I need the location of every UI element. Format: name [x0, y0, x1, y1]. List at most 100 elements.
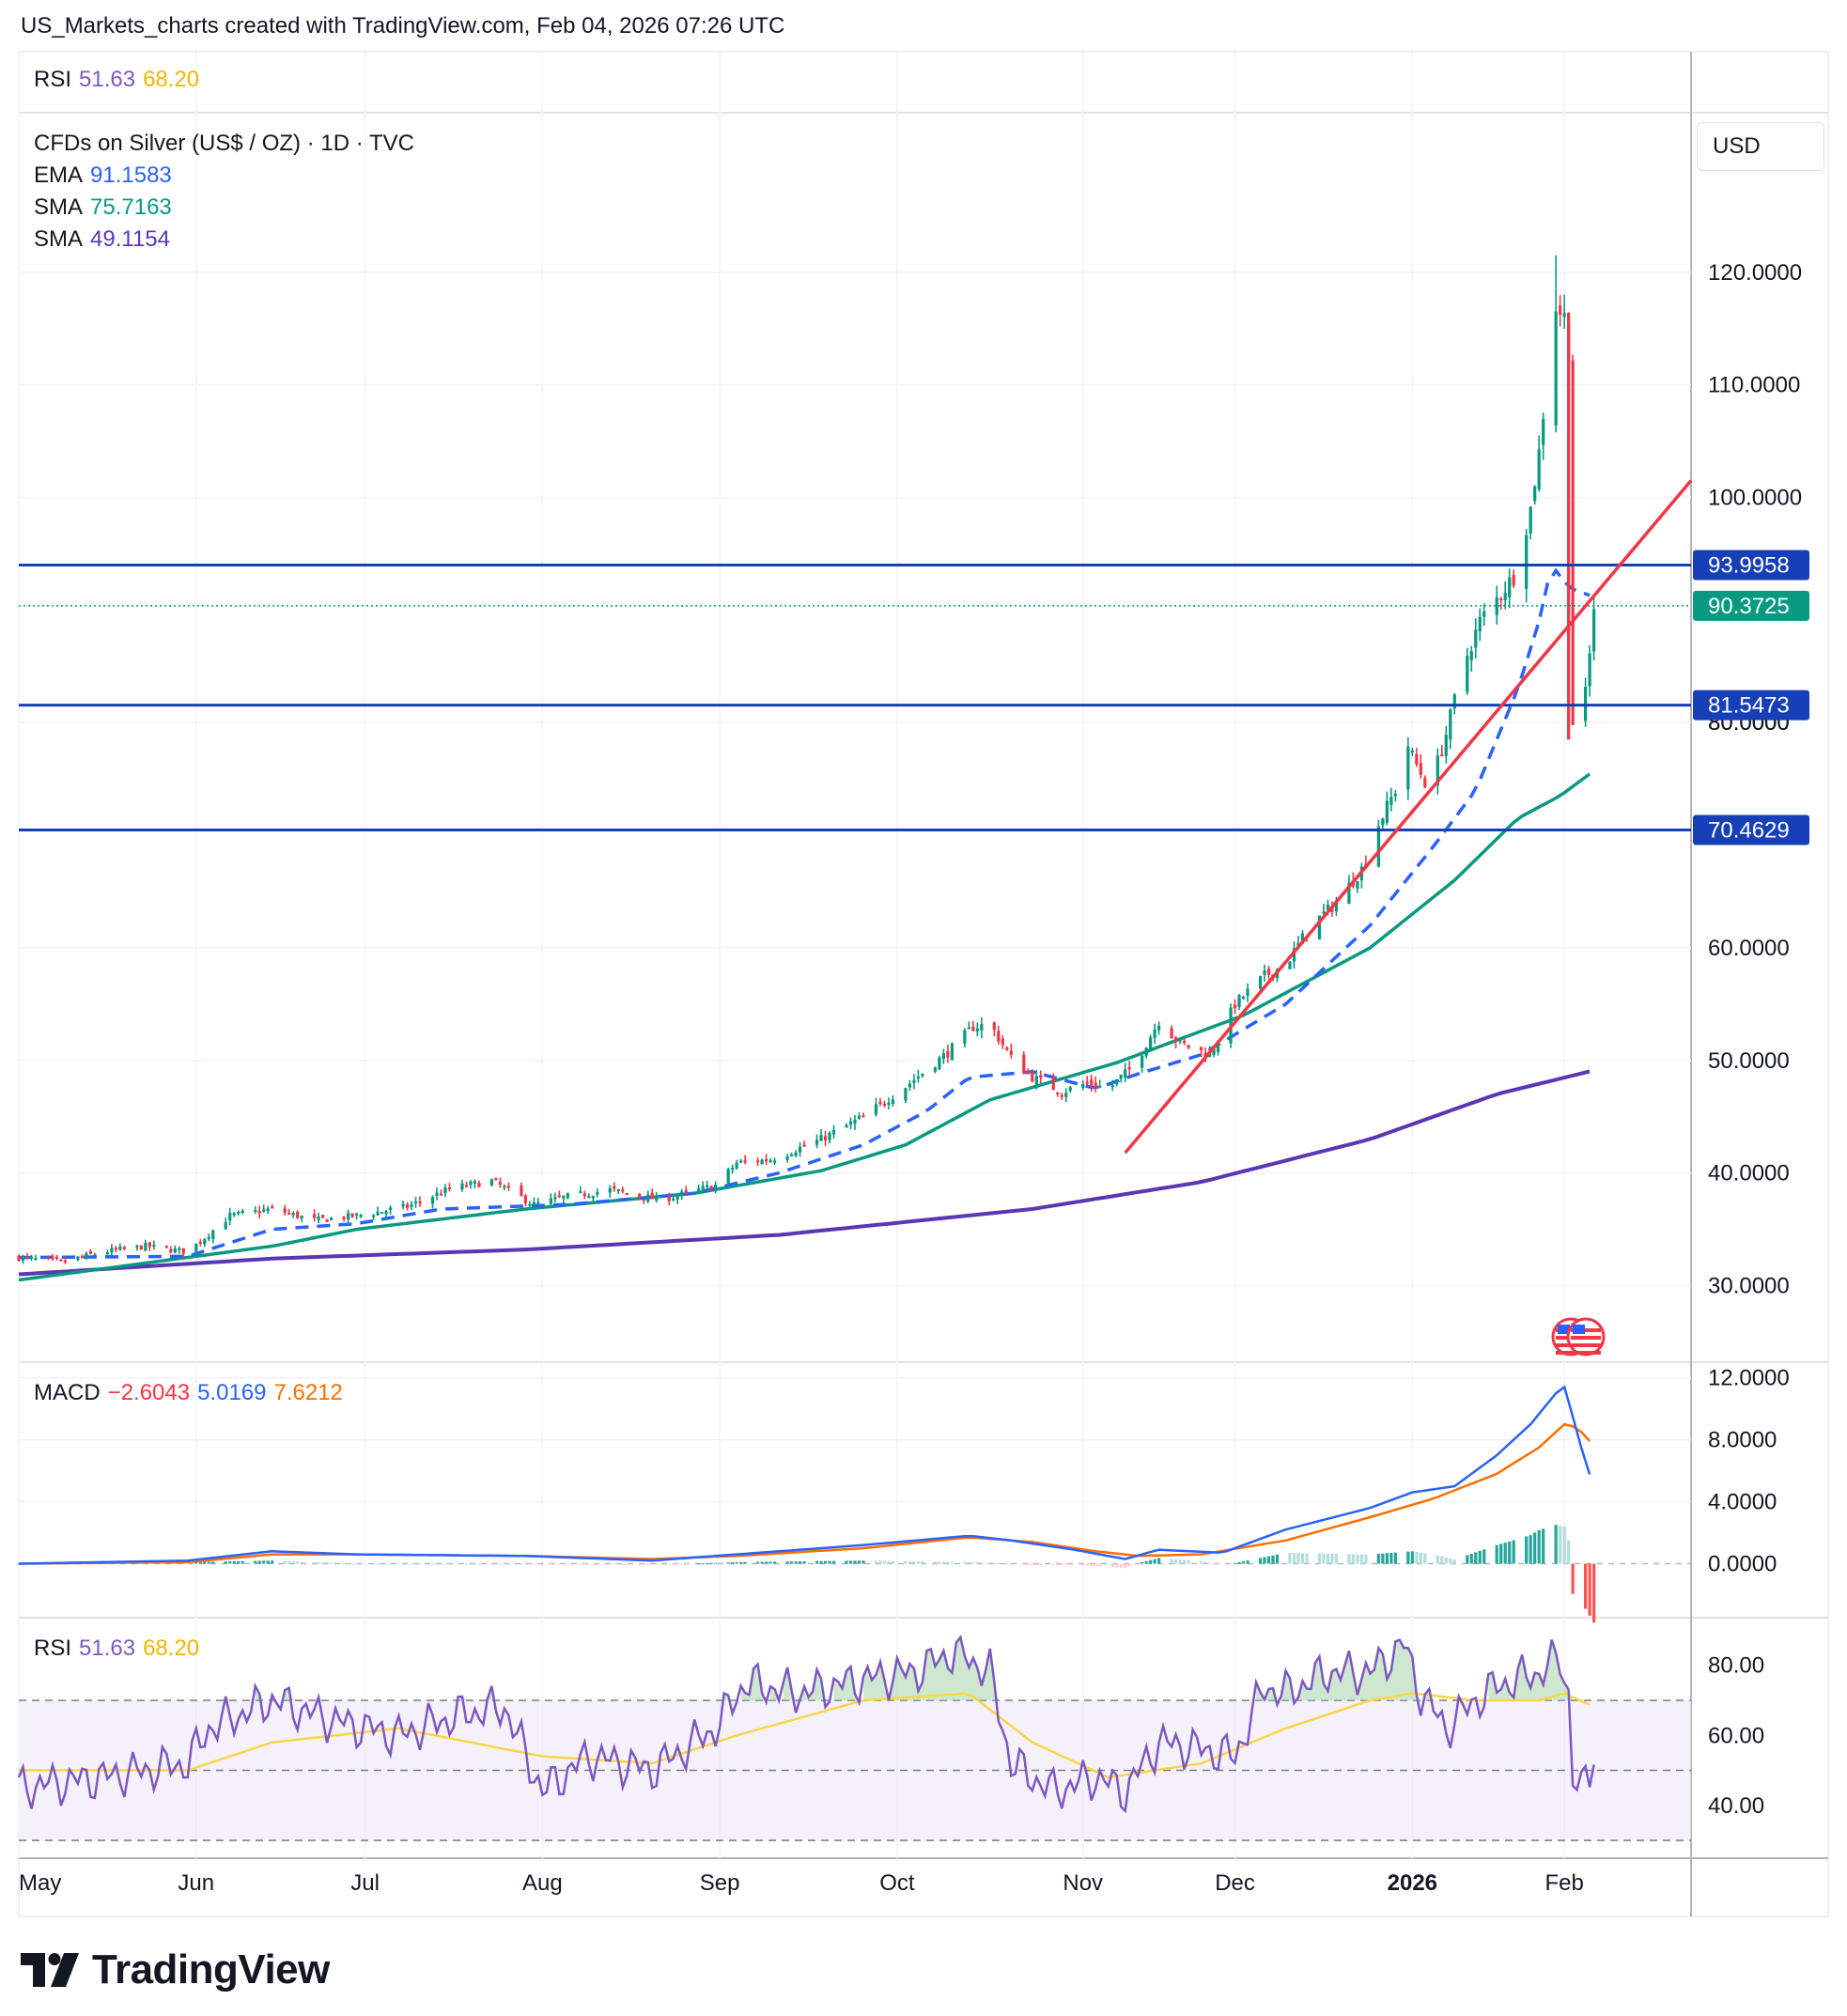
- candle-down: [992, 1022, 996, 1031]
- price-tick-label: 60.0000: [1708, 936, 1790, 961]
- macd-histogram-bar: [1081, 1563, 1085, 1566]
- symbol-title[interactable]: CFDs on Silver (US$ / OZ) · 1D · TVC: [34, 131, 414, 156]
- sma-mid-legend-row[interactable]: SMA 75.7163: [34, 194, 172, 220]
- candle-up: [503, 1186, 506, 1188]
- macd-histogram-bar: [891, 1560, 895, 1564]
- macd-histogram-bar: [1419, 1552, 1422, 1564]
- last-price-tag: [1693, 590, 1809, 621]
- macd-histogram-bar: [1170, 1559, 1173, 1564]
- candle-up: [616, 1188, 620, 1191]
- horizontal-level-label: 93.9958: [1708, 552, 1790, 578]
- macd-histogram-bar: [430, 1563, 435, 1565]
- macd-histogram-bar: [1322, 1553, 1326, 1564]
- macd-histogram-bar: [388, 1563, 393, 1565]
- candle-down: [743, 1160, 747, 1163]
- candle-up: [224, 1221, 227, 1230]
- candle-up: [819, 1135, 823, 1141]
- candle-up: [714, 1185, 718, 1189]
- macd-histogram-bar: [1144, 1560, 1148, 1564]
- us-flag-stripe: [1571, 1328, 1601, 1332]
- macd-histogram-bar: [802, 1560, 806, 1564]
- macd-histogram-bar: [523, 1563, 528, 1565]
- macd-histogram-bar: [532, 1563, 536, 1565]
- candle-up: [29, 1256, 34, 1259]
- macd-histogram-bar: [714, 1562, 718, 1564]
- macd-histogram-bar: [1110, 1563, 1114, 1568]
- macd-histogram-bar: [1406, 1551, 1410, 1564]
- candle-down: [638, 1194, 642, 1198]
- macd-histogram-bar: [1246, 1560, 1249, 1564]
- candle-up: [672, 1198, 675, 1201]
- sma-mid-line: [18, 772, 1591, 1282]
- macd-histogram-bar: [1452, 1559, 1456, 1564]
- macd-histogram-bar: [1423, 1553, 1427, 1564]
- macd-histogram-bar: [667, 1563, 671, 1565]
- candle-up: [254, 1210, 257, 1213]
- macd-histogram-bar: [1525, 1536, 1529, 1564]
- macd-line: [18, 1385, 1591, 1565]
- macd-histogram-bar: [933, 1561, 938, 1564]
- candle-up: [1212, 1048, 1216, 1056]
- time-axis-label: 2026: [1388, 1870, 1437, 1896]
- macd-histogram-bar: [1060, 1563, 1063, 1566]
- candle-down: [1173, 1037, 1178, 1042]
- currency-button[interactable]: USD: [1697, 122, 1824, 171]
- time-axis-label: Aug: [522, 1870, 563, 1896]
- macd-histogram-bar: [1022, 1563, 1026, 1565]
- candle-up: [941, 1053, 946, 1060]
- macd-histogram-bar: [1449, 1559, 1452, 1564]
- candle-up: [1115, 1078, 1119, 1085]
- macd-histogram-bar: [1187, 1559, 1190, 1564]
- candle-up: [731, 1168, 735, 1171]
- macd-histogram-bar: [887, 1560, 891, 1564]
- tradingview-logo[interactable]: TradingView: [21, 1946, 330, 1993]
- candle-up: [1141, 1055, 1144, 1068]
- ema-legend-row[interactable]: EMA 91.1583: [34, 163, 172, 188]
- candle-down: [321, 1215, 325, 1218]
- macd-histogram-bar: [916, 1561, 921, 1564]
- macd-histogram-bar: [1351, 1554, 1356, 1564]
- macd-histogram-bar: [549, 1563, 552, 1565]
- candle-up: [401, 1203, 405, 1207]
- macd-histogram-bar: [1385, 1553, 1389, 1564]
- candle-down: [296, 1211, 300, 1218]
- macd-histogram-bar: [203, 1561, 207, 1564]
- candle-down: [1187, 1045, 1190, 1048]
- price-tick-label: 100.0000: [1708, 486, 1802, 511]
- candle-up: [857, 1115, 861, 1119]
- sma-long-legend-row[interactable]: SMA 49.1154: [34, 226, 170, 252]
- candle-up: [237, 1211, 241, 1214]
- candle-up: [317, 1216, 320, 1220]
- candle-down: [54, 1256, 59, 1259]
- macd-histogram-bar: [254, 1560, 257, 1564]
- candle-up: [1263, 970, 1266, 975]
- macd-histogram-bar: [1588, 1563, 1591, 1616]
- candle-up: [144, 1242, 147, 1251]
- macd-histogram-bar: [464, 1563, 469, 1565]
- candle-up: [1334, 902, 1339, 912]
- us-flag-stripe: [1571, 1336, 1601, 1340]
- candle-down: [181, 1248, 185, 1254]
- macd-histogram-bar: [300, 1561, 303, 1564]
- candle-up: [1034, 1076, 1038, 1085]
- candle-down: [313, 1214, 317, 1218]
- candle-down: [582, 1193, 586, 1197]
- macd-histogram-bar: [1237, 1561, 1241, 1564]
- candle-up: [912, 1079, 916, 1083]
- candle-down: [1199, 1047, 1203, 1051]
- candle-up: [105, 1252, 110, 1255]
- candle-up: [579, 1191, 582, 1194]
- us-flag-canton: [1573, 1325, 1585, 1334]
- candle-up: [1591, 609, 1596, 652]
- macd-histogram-bar: [1056, 1563, 1060, 1566]
- us-flag-icon: [1566, 1317, 1606, 1357]
- macd-histogram-bar: [439, 1563, 443, 1565]
- sma-mid-value: 75.7163: [90, 194, 172, 220]
- macd-histogram-bar: [283, 1560, 287, 1564]
- macd-histogram-bar: [405, 1563, 410, 1565]
- candle-down: [1005, 1047, 1009, 1050]
- macd-histogram-bar: [1263, 1557, 1266, 1564]
- candle-up: [1124, 1069, 1127, 1078]
- macd-histogram-bar: [562, 1563, 566, 1565]
